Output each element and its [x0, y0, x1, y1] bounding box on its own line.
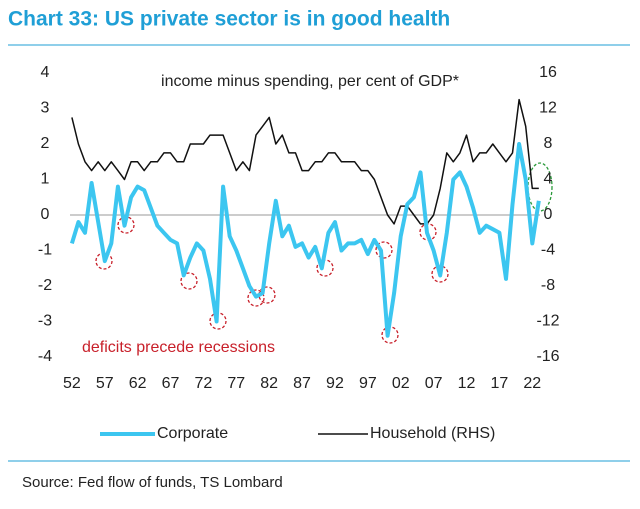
x-tick-label: 12 [458, 375, 476, 392]
x-tick-label: 67 [162, 375, 180, 392]
annotation: deficits precede recessions [82, 339, 275, 356]
x-tick-label: 82 [260, 375, 278, 392]
x-tick-label: 22 [523, 375, 541, 392]
x-tick-label: 02 [392, 375, 410, 392]
x-tick-label: 17 [490, 375, 508, 392]
y-tick-label: -4 [38, 348, 52, 365]
x-tick-label: 87 [293, 375, 311, 392]
y2-tick-label: -8 [541, 277, 555, 294]
subtitle: income minus spending, per cent of GDP* [161, 73, 459, 90]
x-tick-label: 57 [96, 375, 114, 392]
chart-title: Chart 33: US private sector is in good h… [8, 8, 450, 31]
y2-tick-label: 12 [539, 100, 557, 117]
y-tick-label: -2 [38, 277, 52, 294]
x-tick-label: 72 [195, 375, 213, 392]
y-tick-label: -1 [38, 242, 52, 259]
y2-tick-label: 8 [544, 135, 553, 152]
y2-tick-label: -16 [536, 348, 559, 365]
y-tick-label: 0 [41, 206, 50, 223]
x-tick-label: 92 [326, 375, 344, 392]
x-tick-label: 52 [63, 375, 81, 392]
y-tick-label: 4 [41, 64, 50, 81]
series-line [69, 142, 541, 338]
x-tick-label: 97 [359, 375, 377, 392]
y2-tick-label: -4 [541, 242, 555, 259]
x-tick-label: 77 [227, 375, 245, 392]
source: Source: Fed flow of funds, TS Lombard [22, 474, 283, 491]
y2-tick-label: 4 [544, 171, 553, 188]
series-line [71, 98, 539, 225]
y2-tick-label: -12 [536, 313, 559, 330]
y2-tick-label: 0 [544, 206, 553, 223]
y-tick-label: 2 [41, 135, 50, 152]
y-tick-label: 3 [41, 100, 50, 117]
y-tick-label: -3 [38, 313, 52, 330]
x-tick-label: 07 [425, 375, 443, 392]
y2-tick-label: 16 [539, 64, 557, 81]
x-tick-label: 62 [129, 375, 147, 392]
legend-label: Corporate [157, 425, 228, 442]
legend-label: Household (RHS) [370, 425, 495, 442]
y-tick-label: 1 [41, 171, 50, 188]
